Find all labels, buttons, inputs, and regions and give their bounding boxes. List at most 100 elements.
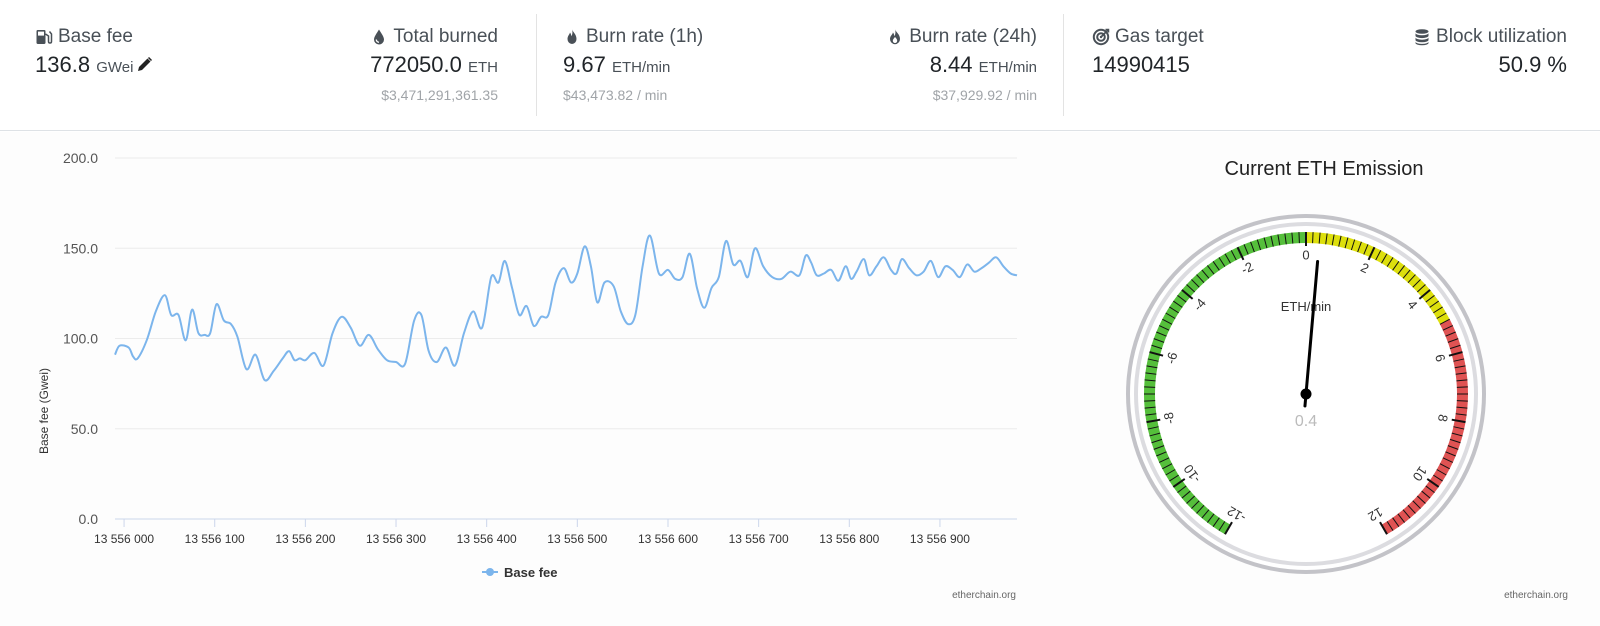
- gauge-tick: [1201, 269, 1210, 279]
- gauge-tick: [1350, 239, 1356, 251]
- gauge-tick: [1456, 379, 1468, 382]
- gauge-tick: [1449, 438, 1461, 444]
- gas-target-label: Gas target: [1115, 26, 1204, 47]
- gauge-tick: [1151, 438, 1163, 444]
- gauge-tick: [1449, 344, 1461, 350]
- fire-alt-icon: [886, 28, 904, 46]
- gauge-tick: [1144, 379, 1156, 382]
- gauge-tick: [1165, 469, 1176, 476]
- gauge-tick: [1451, 418, 1466, 424]
- gauge-title: Current ETH Emission: [1224, 158, 1424, 180]
- divider: [536, 14, 537, 116]
- base-fee-series-line[interactable]: [114, 234, 1018, 382]
- gauge-tick: [1456, 406, 1468, 409]
- gauge-tick: [1429, 300, 1439, 308]
- burn-rate-24h-usd: $37,929.92 / min: [932, 87, 1037, 103]
- x-tick-label: 13 556 100: [185, 532, 245, 546]
- gauge-tick: [1325, 233, 1328, 245]
- gas-target-value: 14990415: [1092, 52, 1190, 77]
- stat-burn-rate-24h: Burn rate (24h) 8.44 ETH/min $37,929.92 …: [886, 26, 1037, 103]
- gauge-tick: [1436, 312, 1447, 319]
- gauge-tick: [1363, 244, 1369, 255]
- gauge-tick: [1206, 513, 1215, 523]
- gauge-tick: [1407, 504, 1416, 514]
- gauge-tick: [1151, 344, 1163, 350]
- gauge-tick: [1445, 451, 1456, 457]
- gauge-tick: [1344, 237, 1349, 249]
- block-utilization-value: 50.9 %: [1498, 52, 1568, 77]
- gauge-tick: [1181, 289, 1194, 300]
- burn-rate-1h-usd: $43,473.82 / min: [563, 87, 668, 103]
- gauge-tick: [1397, 513, 1406, 523]
- stat-total-burned: Total burned 772050.0 ETH $3,471,291,361…: [370, 26, 498, 103]
- x-tick-label: 13 556 000: [94, 532, 154, 546]
- gauge-tick: [1448, 351, 1463, 357]
- stat-gas-target: Gas target 14990415: [1092, 26, 1204, 78]
- gauge-tick: [1455, 413, 1467, 416]
- gauge-tick: [1416, 284, 1426, 293]
- gauge-tick: [1172, 478, 1186, 488]
- gauge-tick: [1162, 463, 1173, 470]
- gauge-tick: [1158, 457, 1170, 463]
- gauge-needle: [1303, 260, 1320, 408]
- gauge-tick: [1402, 269, 1411, 279]
- gauge-tick: [1256, 239, 1262, 251]
- gauge-tick: [1392, 517, 1400, 527]
- gauge-tick: [1442, 457, 1454, 463]
- gauge-tick-label: 6: [1432, 353, 1448, 364]
- gauge-tick: [1147, 358, 1159, 362]
- gauge-tick-label: -8: [1161, 411, 1178, 425]
- gauge-tick: [1357, 241, 1362, 253]
- gauge-tick: [1153, 338, 1165, 343]
- gauge-tick: [1186, 495, 1196, 504]
- gauge-tick: [1212, 261, 1220, 271]
- gauge-tick: [1156, 451, 1167, 457]
- gauge-tick: [1421, 490, 1431, 499]
- gauge-unit-label: ETH/min: [1281, 299, 1332, 314]
- gauge-tick: [1436, 469, 1447, 476]
- gauge-tick: [1149, 351, 1164, 357]
- gauge-tick: [1455, 372, 1467, 375]
- gauge-tick: [1177, 294, 1187, 303]
- gauge-tick: [1439, 318, 1450, 325]
- x-tick-label: 13 556 900: [910, 532, 970, 546]
- gauge-credit[interactable]: etherchain.org: [1504, 590, 1568, 601]
- gauge-tick: [1386, 257, 1394, 267]
- gauge-band: [1381, 319, 1468, 535]
- base-fee-chart-panel: 0.0 50.0 100.0 150.0 200.0 13 556 000 13 556 …: [0, 132, 1048, 626]
- gauge-tick: [1397, 265, 1406, 275]
- gauge-tick: [1169, 306, 1179, 314]
- base-fee-unit: GWei: [96, 59, 134, 76]
- gauge-tick: [1453, 426, 1465, 430]
- gauge-tick: [1250, 241, 1255, 253]
- y-axis-label: Base fee (Gwei): [37, 368, 51, 454]
- gauge-tick: [1392, 261, 1400, 271]
- gauge-tick-label: 10: [1410, 464, 1431, 484]
- gauge-tick: [1425, 294, 1435, 303]
- gauge-tick: [1367, 246, 1376, 261]
- x-tick-label: 13 556 200: [275, 532, 335, 546]
- droplet-icon: [370, 28, 388, 46]
- chart-credit[interactable]: etherchain.org: [952, 590, 1016, 601]
- gauge-tick: [1153, 445, 1165, 450]
- gauge-tick: [1196, 274, 1205, 284]
- stat-burn-rate-1h: Burn rate (1h) 9.67 ETH/min $43,473.82 /…: [563, 26, 703, 103]
- pencil-icon[interactable]: [136, 56, 153, 73]
- gauge-tick: [1412, 500, 1421, 509]
- gauge-tick: [1451, 432, 1463, 437]
- total-burned-usd: $3,471,291,361.35: [381, 87, 498, 103]
- legend-item-base-fee[interactable]: Base fee: [482, 565, 557, 580]
- base-fee-value: 136.8: [35, 52, 91, 77]
- gauge-tick: [1181, 490, 1191, 499]
- gauge-tick: [1206, 265, 1215, 275]
- gauge-tick-label: 12: [1366, 504, 1386, 524]
- gauge-tick: [1224, 521, 1233, 535]
- gauge-tick-label: 0: [1302, 247, 1309, 262]
- gauge-tick: [1236, 246, 1245, 261]
- gauge-tick: [1263, 237, 1268, 249]
- gauge-tick: [1445, 331, 1456, 337]
- gauge-tick: [1146, 418, 1161, 424]
- gauge-tick: [1201, 509, 1210, 519]
- gauge-tick: [1447, 338, 1459, 343]
- gauge-tick: [1191, 500, 1200, 509]
